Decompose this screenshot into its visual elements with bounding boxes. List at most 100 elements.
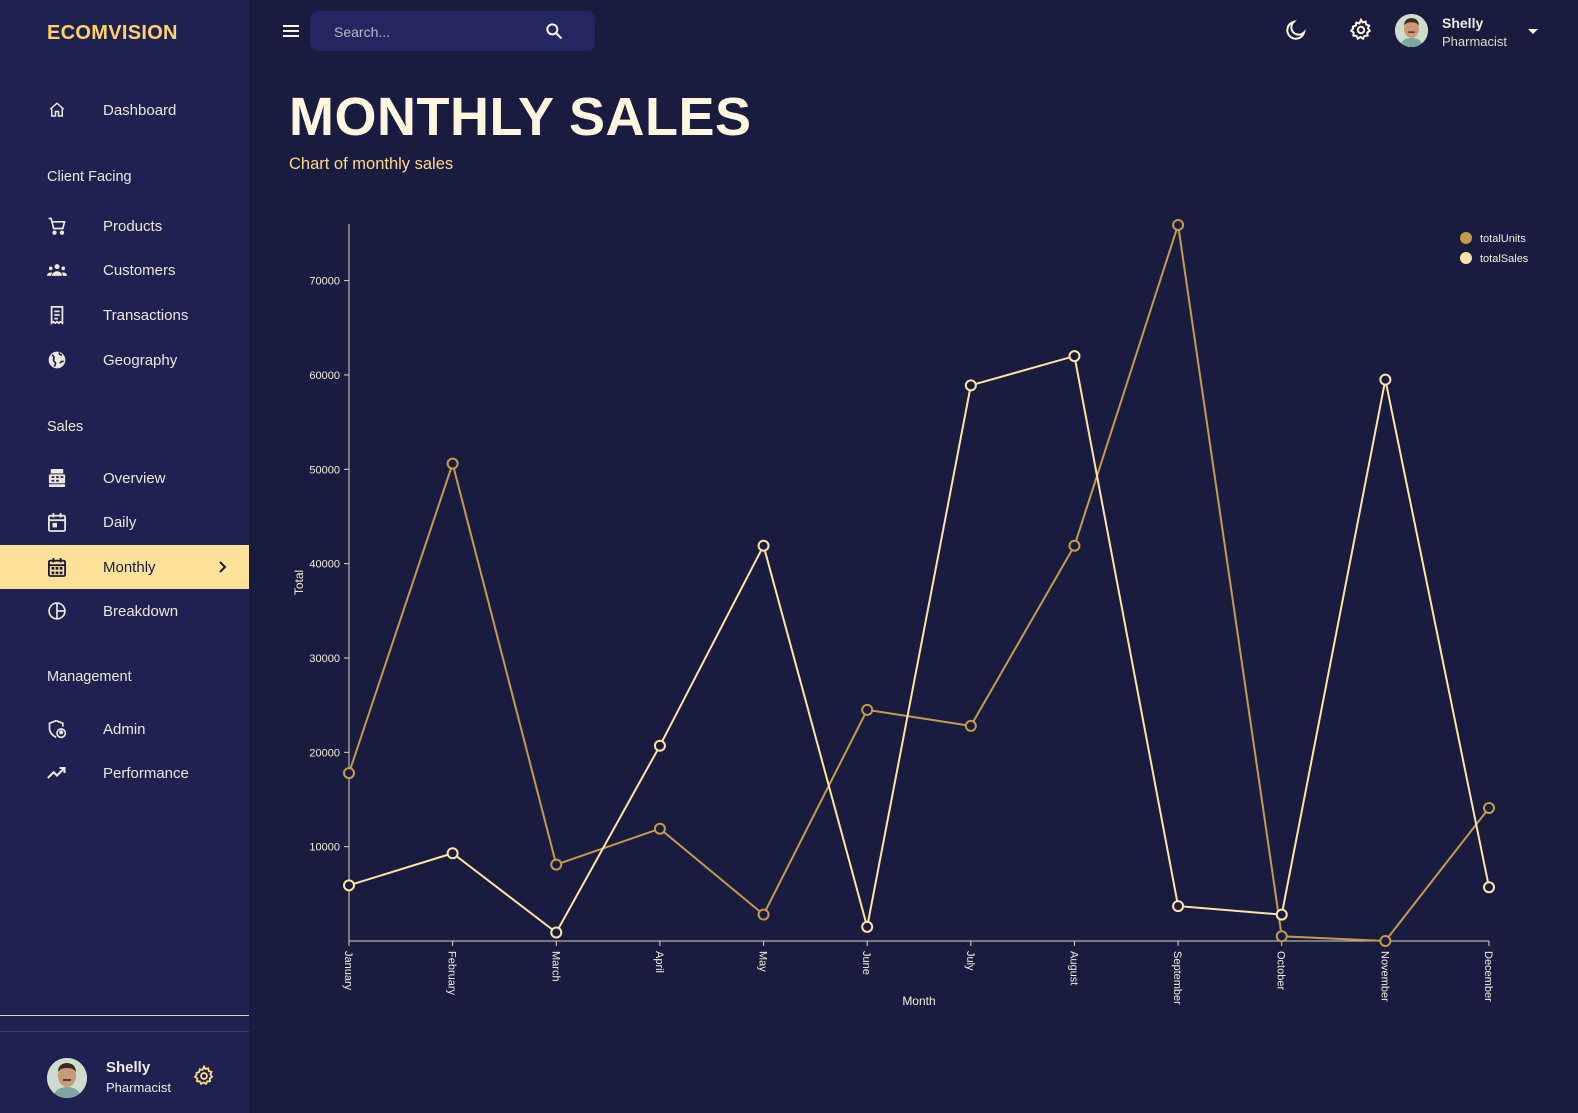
- nav-label: Breakdown: [103, 602, 179, 620]
- nav-item-daily[interactable]: Daily: [0, 500, 249, 544]
- data-point-totalUnits: [550, 858, 563, 871]
- nav-item-overview[interactable]: Overview: [0, 456, 249, 500]
- user-role: Pharmacist: [1442, 34, 1508, 49]
- nav-item-geography[interactable]: Geography: [0, 338, 249, 382]
- home-icon: [47, 100, 67, 120]
- menu-icon[interactable]: [281, 21, 301, 41]
- chevron-right-icon: [214, 559, 230, 575]
- page-title: MONTHLY SALES: [289, 87, 752, 147]
- legend-label-totalUnits: totalUnits: [1480, 233, 1526, 245]
- search-icon[interactable]: [544, 21, 564, 41]
- nav-item-customers[interactable]: Customers: [0, 248, 249, 292]
- data-point-totalUnits: [861, 703, 874, 716]
- nav-label: Performance: [103, 764, 189, 782]
- globe-icon: [47, 350, 67, 370]
- legend-swatch-totalSales: [1460, 252, 1472, 264]
- y-tick-label: 30000: [309, 653, 340, 665]
- data-point-totalSales: [861, 920, 874, 933]
- x-tick-label: January: [342, 951, 354, 991]
- data-point-totalUnits: [343, 767, 355, 780]
- x-tick-label: July: [964, 951, 976, 971]
- nav-label: Admin: [103, 720, 146, 738]
- section-client-facing: Client Facing: [47, 169, 132, 185]
- y-tick-label: 50000: [309, 464, 340, 476]
- sidebar-user-card: Shelly Pharmacist: [47, 1056, 247, 1102]
- group-icon: [47, 260, 67, 280]
- nav-item-admin[interactable]: Admin: [0, 707, 249, 751]
- nav-item-performance[interactable]: Performance: [0, 751, 249, 795]
- data-point-totalUnits: [653, 822, 666, 835]
- data-point-totalSales: [1068, 350, 1081, 363]
- x-tick-label: April: [653, 951, 665, 973]
- avatar[interactable]: [47, 1058, 87, 1098]
- top-user-menu[interactable]: Shelly Pharmacist: [1395, 14, 1555, 50]
- x-tick-label: October: [1275, 951, 1287, 990]
- calendar-month-icon: [47, 557, 67, 577]
- gear-icon[interactable]: [1349, 17, 1373, 42]
- x-tick-label: June: [860, 951, 872, 975]
- series-line-totalUnits: [348, 224, 1490, 943]
- data-point-totalSales: [343, 879, 355, 892]
- nav-item-dashboard[interactable]: Dashboard: [0, 88, 249, 132]
- data-point-totalUnits: [446, 457, 459, 470]
- sidebar-divider: [0, 1031, 249, 1032]
- x-axis-label: Month: [902, 994, 935, 1008]
- search-input[interactable]: [332, 11, 536, 53]
- data-point-totalUnits: [757, 908, 770, 921]
- page-subtitle: Chart of monthly sales: [289, 155, 454, 173]
- nav-label: Overview: [103, 469, 166, 487]
- y-tick-label: 20000: [309, 747, 340, 759]
- x-tick-label: December: [1482, 951, 1494, 1002]
- x-tick-label: August: [1067, 951, 1079, 985]
- data-point-totalSales: [446, 847, 459, 860]
- nav-label: Geography: [103, 351, 178, 369]
- data-point-totalUnits: [1275, 930, 1288, 943]
- data-point-totalUnits: [1172, 218, 1185, 231]
- x-tick-label: September: [1171, 951, 1183, 1005]
- y-tick-label: 10000: [309, 842, 340, 854]
- monthly-sales-chart: 10000 20000 30000 40000 50000 60000 70000 Janua…: [292, 218, 1529, 1008]
- data-point-totalUnits: [1483, 801, 1495, 814]
- nav-item-products[interactable]: Products: [0, 204, 249, 248]
- nav-item-transactions[interactable]: Transactions: [0, 293, 249, 337]
- data-point-totalUnits: [964, 719, 977, 732]
- x-tick-label: March: [549, 951, 561, 982]
- point-of-sale-icon: [47, 468, 67, 488]
- user-name: Shelly: [1442, 15, 1484, 31]
- nav-item-breakdown[interactable]: Breakdown: [0, 589, 249, 633]
- data-point-totalUnits: [1068, 539, 1081, 552]
- y-tick-label: 60000: [309, 370, 340, 382]
- trending-up-icon: [47, 763, 67, 783]
- brand-logo[interactable]: ECOMVISION: [47, 22, 178, 44]
- admin-shield-icon: [47, 719, 67, 739]
- data-point-totalSales: [1379, 373, 1392, 386]
- data-point-totalSales: [653, 739, 666, 752]
- nav-label: Daily: [103, 513, 137, 531]
- nav-label: Dashboard: [103, 101, 177, 119]
- data-point-totalSales: [1275, 908, 1288, 921]
- data-point-totalSales: [550, 926, 563, 939]
- data-point-totalSales: [1172, 900, 1185, 913]
- x-tick-label: May: [757, 951, 769, 972]
- nav-label: Products: [103, 217, 163, 235]
- data-point-totalSales: [1483, 881, 1495, 894]
- user-role: Pharmacist: [106, 1080, 172, 1095]
- y-axis-label: Total: [292, 570, 306, 595]
- gear-icon[interactable]: [193, 1064, 215, 1087]
- x-tick-label: February: [446, 951, 458, 996]
- legend-swatch-totalUnits: [1460, 232, 1472, 244]
- avatar[interactable]: [1395, 14, 1428, 47]
- section-sales: Sales: [47, 419, 84, 435]
- legend-label-totalSales: totalSales: [1480, 253, 1529, 265]
- data-point-totalSales: [964, 379, 977, 392]
- nav-label: Customers: [103, 261, 176, 279]
- sidebar-divider: [0, 1015, 249, 1016]
- data-point-totalSales: [757, 539, 770, 552]
- caret-down-icon[interactable]: [1526, 24, 1540, 38]
- y-tick-label: 40000: [309, 559, 340, 571]
- data-point-totalUnits: [1379, 935, 1392, 947]
- series-line-totalSales: [348, 354, 1490, 935]
- nav-item-monthly[interactable]: Monthly: [0, 545, 249, 589]
- search-bar: [310, 11, 595, 53]
- moon-icon[interactable]: [1284, 18, 1308, 42]
